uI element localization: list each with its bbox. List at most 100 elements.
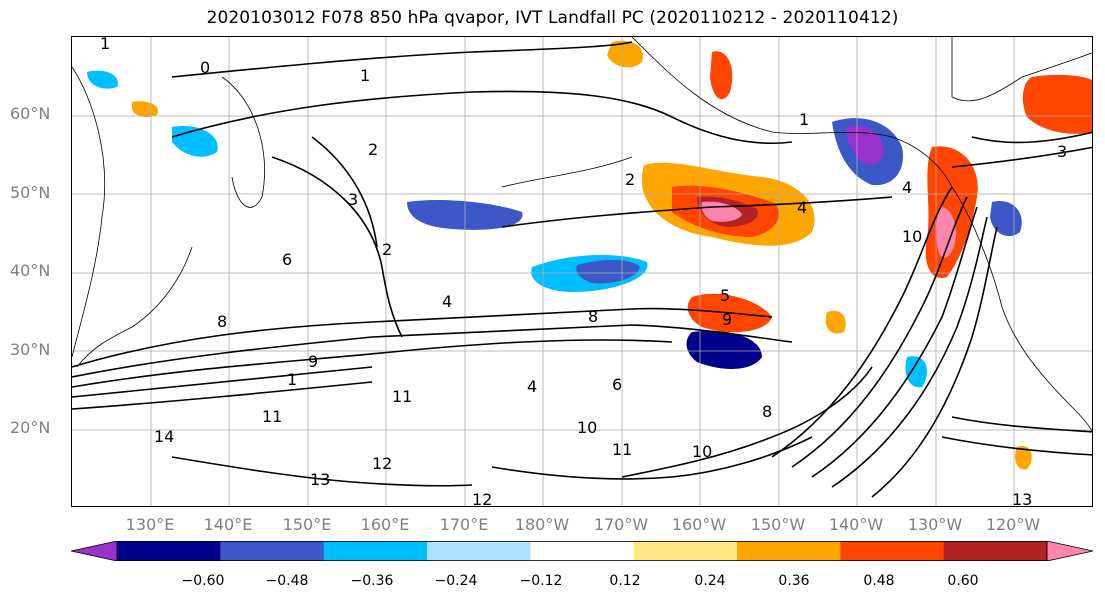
contour-label: 9 [722,310,732,329]
positive-anomaly-coast-peak [936,207,957,258]
contour-label: 1 [100,37,110,53]
positive-anomaly-small-a [607,40,643,68]
colorbar-extend-high [1046,541,1093,561]
lon-label-170w: 170°W [593,515,649,534]
colorbar-segments [71,541,1093,561]
contour-line [72,324,793,378]
colorbar-tick: −0.24 [434,573,478,589]
contour-line [171,456,473,487]
contour-label: 9 [308,352,318,371]
colorbar-tick: 0.36 [778,573,810,589]
contour-line [72,381,373,410]
contour-label: 11 [612,440,632,459]
map-panel: 1 1 1 2 2 2 3 3 4 4 4 5 6 6 8 8 8 9 9 10… [71,36,1093,507]
positive-anomaly-small-b [710,51,733,100]
lon-label-130w: 130°W [907,515,963,534]
contour-label: 1 [360,66,370,85]
colorbar-segment [737,541,841,561]
coastline-japan [76,246,193,368]
contour-label: 14 [154,427,174,446]
negative-anomaly-east-china-sea-core [576,259,640,284]
contour-label: 8 [588,307,598,326]
contour-label: 11 [392,387,412,406]
colorbar [71,541,1093,561]
contour-label: 4 [902,178,912,197]
lon-label-160w: 160°W [671,515,727,534]
lon-label-140e: 140°E [203,515,253,534]
contour-label: 3 [1057,142,1067,161]
contour-line [271,156,403,338]
positive-anomaly-small-c [132,101,158,117]
contour-line [72,339,673,388]
lat-label-20n: 20°N [10,418,51,437]
contour-label: 1 [287,370,297,389]
contour-label: 2 [625,170,635,189]
contour-label: 11 [262,407,282,426]
contour-label: 6 [282,250,292,269]
coastline-aleutians [501,156,633,188]
contour-line [171,90,793,145]
contour-line [72,366,373,398]
contour-label: 5 [720,286,730,305]
map-title: 2020103012 F078 850 hPa qvapor, IVT Land… [206,8,899,28]
contour-label: 13 [1012,490,1032,507]
colorbar-segment [633,541,738,561]
negative-anomaly-trade [905,356,927,388]
contour-line [771,186,953,458]
positive-anomaly-northeast [1022,74,1092,134]
coastline-canada [951,37,1092,102]
colorbar-extend-low [71,541,118,561]
coastline-north-america [951,186,1092,432]
colorbar-tick: −0.36 [350,573,394,589]
negative-anomaly-subtropical [686,330,762,369]
contour-label: 0 [200,58,210,77]
contour-line [501,196,893,228]
lat-label-60n: 60°N [10,104,51,123]
colorbar-segment [117,541,221,561]
contour-line [971,131,1092,144]
contour-label: 6 [612,375,622,394]
graticule [72,37,1092,506]
positive-anomaly-coast [925,146,978,278]
colorbar-segment [220,541,325,561]
colorbar-frame [116,541,1048,561]
contour-label: 13 [310,470,330,489]
positive-anomaly-small-d [825,310,846,334]
contour-line [951,416,1092,433]
contour-labels: 1 1 1 2 2 2 3 3 4 4 4 5 6 6 8 8 8 9 9 10… [100,37,1067,507]
colorbar-segment [427,541,531,561]
contour-label: 4 [797,198,807,217]
map-canvas: 1 1 1 2 2 2 3 3 4 4 4 5 6 6 8 8 8 9 9 10… [72,37,1092,507]
contour-label: 8 [217,312,227,331]
lat-label-30n: 30°N [10,340,51,359]
negative-anomaly-pnw [990,201,1022,237]
colorbar-segment [943,541,1048,561]
colorbar-segment [323,541,428,561]
positive-anomaly-small-e [1015,446,1032,470]
lon-label-150w: 150°W [750,515,806,534]
ivt-contours [72,41,1092,498]
contour-label: 2 [368,140,378,159]
contour-label: 3 [348,190,358,209]
colorbar-tick: −0.60 [181,573,225,589]
contour-label: 10 [577,418,597,437]
coastline-kamchatka [221,76,265,208]
coastline-asia [72,66,105,358]
contour-line [491,436,813,480]
contour-line [871,226,998,498]
contour-label: 10 [692,442,712,461]
lon-label-170e: 170°E [439,515,489,534]
contour-line [811,206,978,478]
lon-label-180w: 180°W [514,515,570,534]
contour-line [831,216,988,488]
coastline-alaska [631,37,953,188]
lon-label-130e: 130°E [125,515,175,534]
colorbar-tick: 0.48 [863,573,895,589]
contour-line [791,196,968,468]
lon-label-150e: 150°E [282,515,332,534]
contour-label: 12 [372,454,392,473]
contour-label: 10 [902,227,922,246]
contour-label: 4 [527,377,537,396]
negative-anomaly-alaska-core [846,125,884,165]
negative-anomaly-japan-sea [87,70,118,89]
